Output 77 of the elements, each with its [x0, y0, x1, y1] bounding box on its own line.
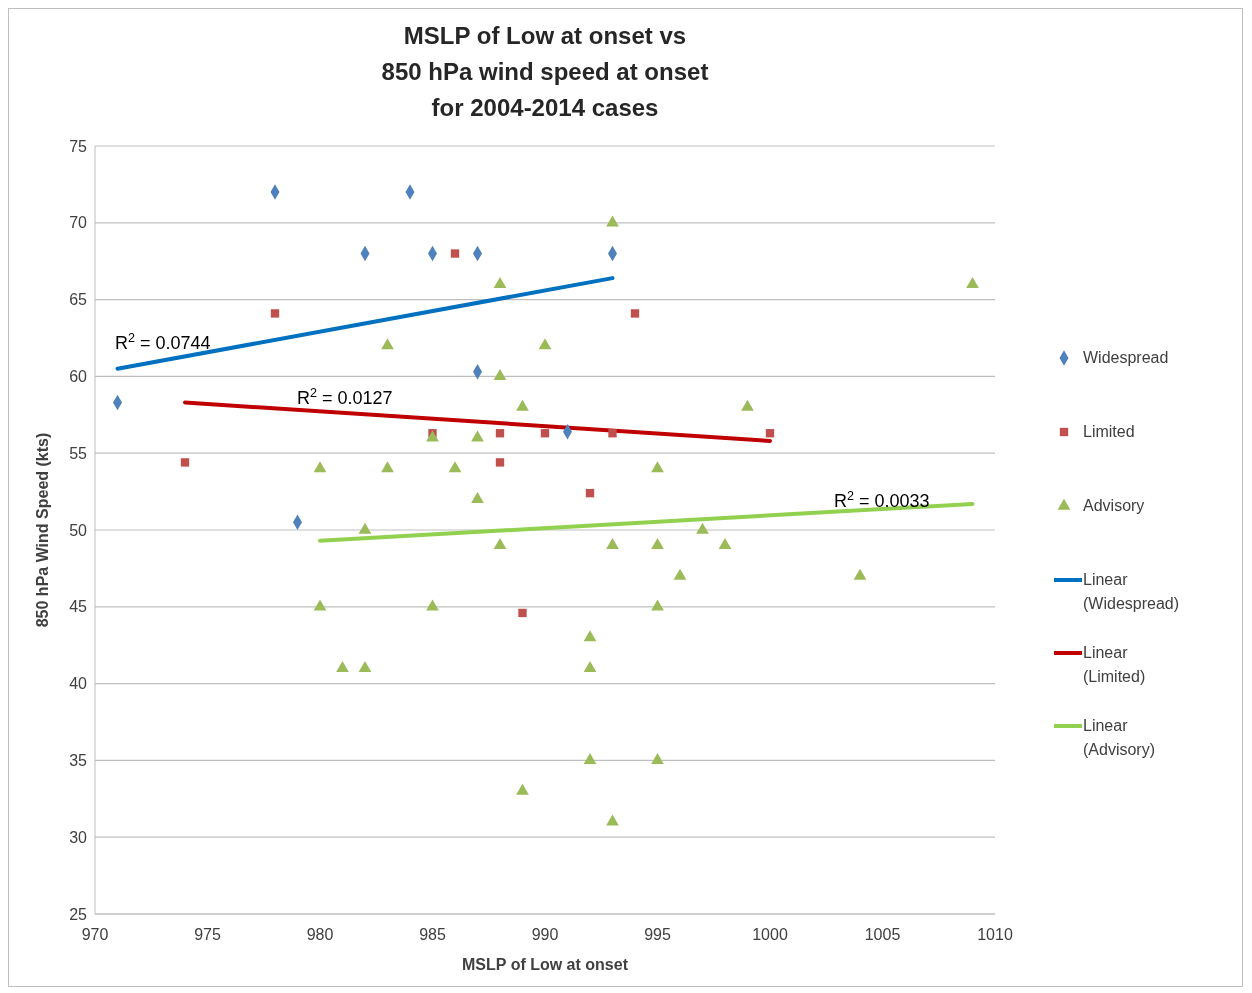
chart-title: MSLP of Low at onset vs 850 hPa wind speed at onset for 2004-2014 cases	[381, 22, 709, 121]
point	[696, 522, 709, 534]
point	[540, 429, 550, 438]
point	[966, 276, 979, 288]
point	[651, 753, 664, 765]
point	[313, 599, 327, 611]
point	[718, 538, 732, 550]
x-tick-label: 990	[531, 926, 559, 943]
point	[336, 660, 349, 672]
point	[583, 630, 597, 642]
legend-label: Advisory	[1083, 497, 1145, 514]
point	[495, 429, 505, 438]
point	[651, 538, 664, 550]
point	[471, 491, 484, 503]
point	[538, 338, 552, 350]
point	[741, 399, 754, 411]
x-tick-label: 1005	[864, 926, 901, 943]
point	[493, 369, 507, 381]
legend-label: Linear (Advisory)	[1083, 717, 1156, 758]
y-tick-label: 45	[69, 598, 88, 616]
y-tick-label: 75	[69, 137, 88, 155]
annotation: R$^{2}$ = 0.0744	[115, 331, 211, 353]
point	[495, 458, 505, 467]
point	[448, 461, 462, 473]
point	[651, 461, 664, 473]
point	[493, 276, 507, 288]
y-tick-label: 55	[69, 444, 88, 462]
point	[450, 249, 460, 258]
point	[381, 338, 394, 350]
x-axis-title: MSLP of Low at onset	[462, 956, 629, 973]
point	[518, 608, 527, 618]
legend-label: Limited	[1083, 423, 1135, 440]
y-tick-label: 70	[69, 214, 88, 232]
point	[381, 461, 394, 473]
y-axis-title: 850 hPa Wind Speed (kts)	[34, 432, 51, 628]
x-tick-label: 1000	[752, 926, 788, 943]
y-tick-label: 60	[69, 368, 88, 385]
point	[471, 430, 484, 442]
x-tick-label: 1010	[977, 926, 1013, 943]
point	[516, 783, 529, 795]
point	[180, 458, 190, 467]
y-tick-label: 40	[69, 675, 88, 693]
y-tick-label: 50	[69, 521, 88, 539]
point	[608, 429, 617, 438]
point	[358, 522, 372, 534]
x-tick-label: 970	[81, 926, 109, 943]
point	[270, 309, 280, 318]
x-tick-label: 975	[194, 926, 221, 943]
y-tick-label: 65	[69, 291, 88, 309]
point	[358, 660, 372, 672]
point	[583, 660, 597, 672]
x-tick-label: 995	[644, 926, 671, 943]
point	[585, 488, 595, 498]
legend-label: Linear (Limited)	[1083, 644, 1146, 685]
point	[673, 568, 687, 580]
point	[853, 568, 867, 580]
annotation: R$^{2}$ = 0.0127	[297, 386, 393, 408]
point	[765, 429, 775, 438]
y-tick-label: 30	[69, 828, 88, 846]
point	[516, 399, 529, 411]
x-tick-label: 980	[306, 926, 334, 943]
point	[651, 599, 664, 611]
point	[606, 215, 619, 227]
annotation: R$^{2}$ = 0.0033	[834, 489, 930, 511]
x-tick-label: 985	[419, 926, 446, 943]
legend-label: Widespread	[1083, 349, 1169, 366]
point	[606, 814, 619, 826]
y-tick-label: 25	[69, 905, 88, 923]
point	[630, 309, 640, 318]
y-tick-label: 35	[69, 752, 88, 769]
legend-label: Linear (Widespread)	[1083, 571, 1180, 612]
point	[606, 538, 619, 550]
point	[583, 753, 597, 765]
point	[493, 538, 507, 550]
point	[426, 599, 439, 611]
point	[426, 430, 439, 442]
point	[313, 461, 327, 473]
